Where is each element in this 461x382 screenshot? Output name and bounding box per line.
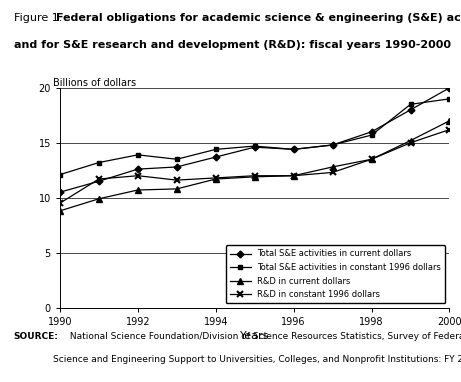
Text: Federal obligations for academic science & engineering (S&E) activities: Federal obligations for academic science… (56, 13, 461, 23)
Text: SOURCE:: SOURCE: (14, 332, 59, 342)
Text: Figure 1.: Figure 1. (14, 13, 66, 23)
X-axis label: Years: Years (240, 331, 269, 341)
Legend: Total S&E activities in current dollars, Total S&E activities in constant 1996 d: Total S&E activities in current dollars,… (225, 245, 445, 303)
Text: Billions of dollars: Billions of dollars (53, 78, 136, 88)
Text: Science and Engineering Support to Universities, Colleges, and Nonprofit Institu: Science and Engineering Support to Unive… (53, 355, 461, 364)
Text: and for S&E research and development (R&D): fiscal years 1990-2000: and for S&E research and development (R&… (14, 40, 451, 50)
Text: National Science Foundation/Division of Science Resources Statistics, Survey of : National Science Foundation/Division of … (67, 332, 461, 342)
